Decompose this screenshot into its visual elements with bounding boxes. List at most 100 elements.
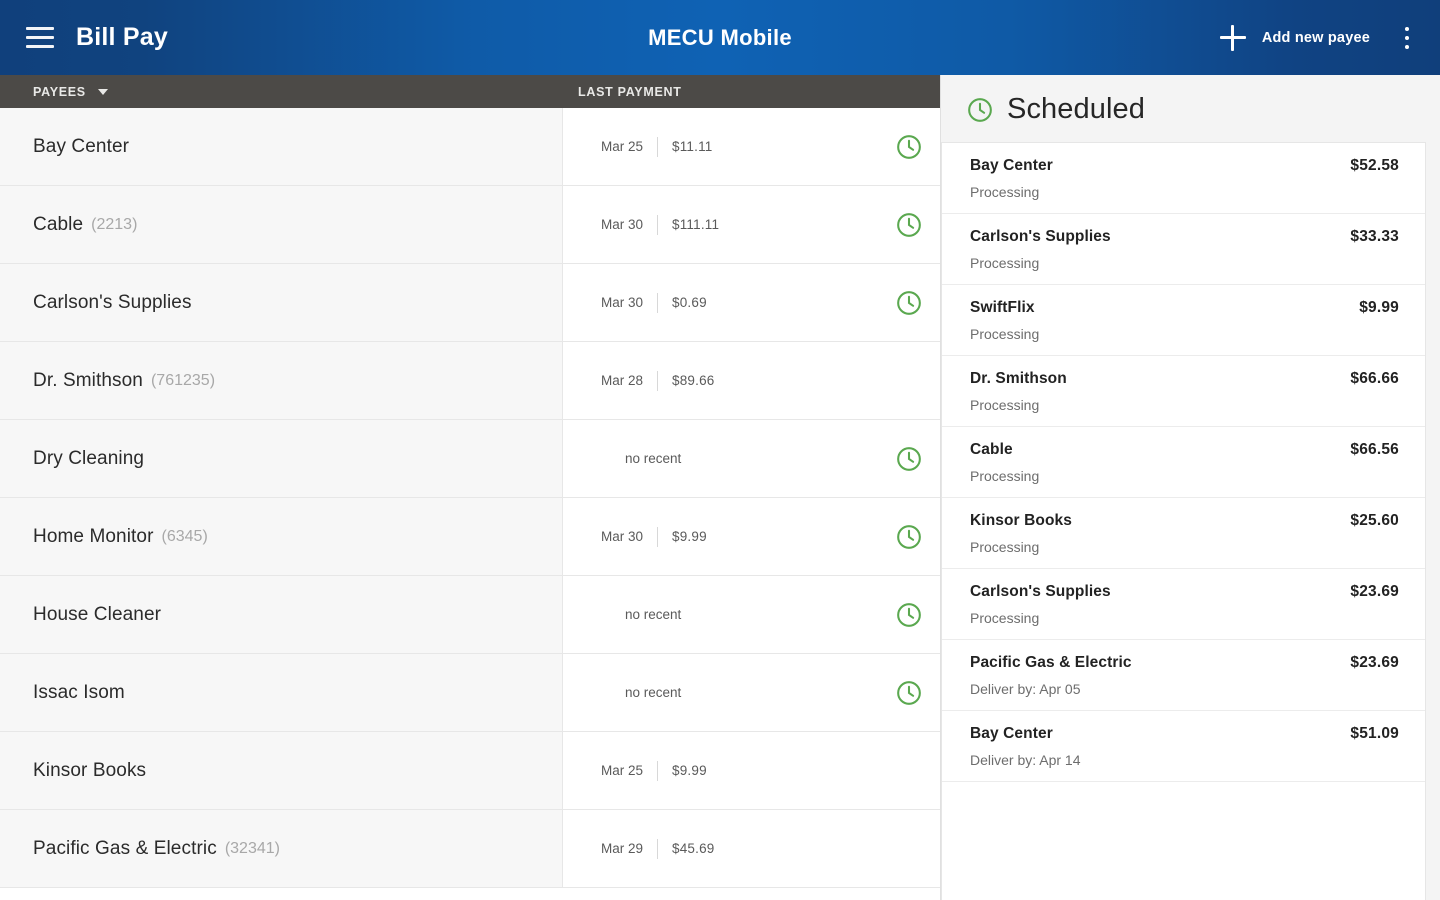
payee-row[interactable]: Kinsor Books Mar 25 $9.99 (0, 732, 940, 810)
add-new-payee-button[interactable]: Add new payee (1261, 29, 1370, 46)
payee-row[interactable]: Carlson's Supplies Mar 30 $0.69 (0, 264, 940, 342)
scheduled-item[interactable]: Cable $66.56 Processing (942, 427, 1425, 498)
payee-row[interactable]: Cable (2213) Mar 30 $111.11 (0, 186, 940, 264)
scheduled-item-status: Deliver by: Apr 05 (970, 681, 1081, 697)
clock-icon[interactable] (896, 290, 922, 316)
payee-last-payment: Mar 30 $9.99 (585, 526, 755, 547)
payee-row[interactable]: House Cleaner no recent (0, 576, 940, 654)
column-header-payees[interactable]: PAYEES (0, 85, 563, 99)
scheduled-item-payee: Pacific Gas & Electric (970, 654, 1132, 671)
hamburger-icon[interactable] (26, 27, 54, 48)
payee-payment-cell[interactable]: Mar 30 $111.11 (563, 186, 940, 263)
payee-payment-cell[interactable]: no recent (563, 576, 940, 653)
clock-icon[interactable] (896, 524, 922, 550)
payee-last-payment-amount: $9.99 (672, 529, 707, 544)
scheduled-item-header: Pacific Gas & Electric $23.69 (970, 654, 1399, 672)
scheduled-item[interactable]: Pacific Gas & Electric $23.69 Deliver by: … (942, 640, 1425, 711)
divider (657, 214, 658, 235)
payee-payment-cell[interactable]: Mar 30 $0.69 (563, 264, 940, 341)
scheduled-item-payee: Dr. Smithson (970, 370, 1067, 387)
payee-payment-cell[interactable]: no recent (563, 654, 940, 731)
payee-name: Bay Center (33, 135, 130, 157)
payee-row[interactable]: Pacific Gas & Electric (32341) Mar 29 $45.6… (0, 810, 940, 888)
payee-last-payment-date: Mar 28 (600, 373, 643, 388)
payee-name-cell[interactable]: Bay Center (0, 108, 563, 185)
overflow-menu-icon[interactable] (1396, 25, 1418, 51)
divider (657, 526, 658, 547)
scheduled-title: Scheduled (1007, 93, 1145, 125)
scheduled-item[interactable]: Carlson's Supplies $33.33 Processing (942, 214, 1425, 285)
payee-name-cell[interactable]: Dry Cleaning (0, 420, 563, 497)
clock-icon[interactable] (896, 446, 922, 472)
clock-icon[interactable] (896, 134, 922, 160)
plus-icon[interactable] (1219, 24, 1246, 51)
payee-name-cell[interactable]: Carlson's Supplies (0, 264, 563, 341)
payee-payment-cell[interactable]: Mar 25 $9.99 (563, 732, 940, 809)
scheduled-item-amount: $66.66 (1350, 370, 1399, 387)
scheduled-item-status: Processing (970, 326, 1040, 342)
payee-row[interactable]: Dr. Smithson (761235) Mar 28 $89.66 (0, 342, 940, 420)
payee-last-payment-amount: $0.69 (672, 295, 707, 310)
payee-last-payment: Mar 28 $89.66 (585, 370, 755, 391)
payee-name-cell[interactable]: House Cleaner (0, 576, 563, 653)
payee-name-cell[interactable]: Issac Isom (0, 654, 563, 731)
payee-name: Issac Isom (33, 681, 125, 703)
scheduled-item-amount: $51.09 (1350, 725, 1399, 742)
payee-no-recent-label: no recent (625, 685, 682, 700)
payee-last-payment-date: Mar 30 (600, 217, 643, 232)
scheduled-item-payee: Carlson's Supplies (970, 583, 1111, 600)
payee-no-recent-label: no recent (625, 451, 682, 466)
payee-name-cell[interactable]: Kinsor Books (0, 732, 563, 809)
scheduled-item[interactable]: SwiftFlix $9.99 Processing (942, 285, 1425, 356)
scheduled-item[interactable]: Dr. Smithson $66.66 Processing (942, 356, 1425, 427)
payee-row[interactable]: Home Monitor (6345) Mar 30 $9.99 (0, 498, 940, 576)
scheduled-item[interactable]: Carlson's Supplies $23.69 Processing (942, 569, 1425, 640)
payee-last-payment: Mar 30 $111.11 (585, 214, 755, 235)
payee-last-payment-date: Mar 30 (600, 529, 643, 544)
content-area: PAYEES LAST PAYMENT Bay Center Mar 25 $11.… (0, 75, 1440, 900)
payee-account-number: (32341) (224, 839, 280, 857)
caret-down-icon (97, 88, 108, 95)
payee-name-cell[interactable]: Pacific Gas & Electric (32341) (0, 810, 563, 887)
payee-row[interactable]: Issac Isom no recent (0, 654, 940, 732)
payee-payment-cell[interactable]: Mar 30 $9.99 (563, 498, 940, 575)
clock-icon (967, 97, 993, 123)
payee-name-cell[interactable]: Home Monitor (6345) (0, 498, 563, 575)
scheduled-item[interactable]: Bay Center $52.58 Processing (942, 143, 1425, 214)
page-title: Bill Pay (76, 23, 168, 51)
clock-icon[interactable] (896, 212, 922, 238)
divider (657, 292, 658, 313)
scheduled-item[interactable]: Kinsor Books $25.60 Processing (942, 498, 1425, 569)
scheduled-item-status: Processing (970, 468, 1040, 484)
scheduled-item-amount: $23.69 (1350, 583, 1399, 600)
scheduled-item-status: Processing (970, 610, 1040, 626)
app-bar: Bill Pay MECU Mobile Add new payee (0, 0, 1440, 75)
scheduled-item-payee: Bay Center (970, 157, 1053, 174)
payee-payment-cell[interactable]: Mar 25 $11.11 (563, 108, 940, 185)
payee-name-cell[interactable]: Cable (2213) (0, 186, 563, 263)
payee-row[interactable]: Bay Center Mar 25 $11.11 (0, 108, 940, 186)
payee-payment-cell[interactable]: no recent (563, 420, 940, 497)
column-header-payees-label: PAYEES (33, 84, 86, 99)
payee-name: Dry Cleaning (33, 447, 145, 469)
scheduled-item-payee: Carlson's Supplies (970, 228, 1111, 245)
payee-last-payment-amount: $11.11 (672, 139, 713, 154)
payee-name: Cable (33, 213, 84, 235)
payee-name: Carlson's Supplies (33, 291, 192, 313)
payee-payment-cell[interactable]: Mar 29 $45.69 (563, 810, 940, 887)
payee-last-payment-amount: $45.69 (672, 841, 715, 856)
scheduled-item-payee: Bay Center (970, 725, 1053, 742)
table-column-header: PAYEES LAST PAYMENT (0, 75, 940, 108)
payee-name-cell[interactable]: Dr. Smithson (761235) (0, 342, 563, 419)
scheduled-pane: Scheduled Bay Center $52.58 Processing Carl… (940, 75, 1440, 900)
scheduled-item[interactable]: Bay Center $51.09 Deliver by: Apr 14 (942, 711, 1425, 782)
scheduled-item-payee: Cable (970, 441, 1013, 458)
clock-icon[interactable] (896, 680, 922, 706)
payee-row[interactable]: Dry Cleaning no recent (0, 420, 940, 498)
scheduled-item-status: Processing (970, 397, 1040, 413)
payee-last-payment-date: Mar 30 (600, 295, 643, 310)
payee-last-payment: Mar 25 $11.11 (585, 136, 755, 157)
payee-payment-cell[interactable]: Mar 28 $89.66 (563, 342, 940, 419)
clock-icon[interactable] (896, 602, 922, 628)
